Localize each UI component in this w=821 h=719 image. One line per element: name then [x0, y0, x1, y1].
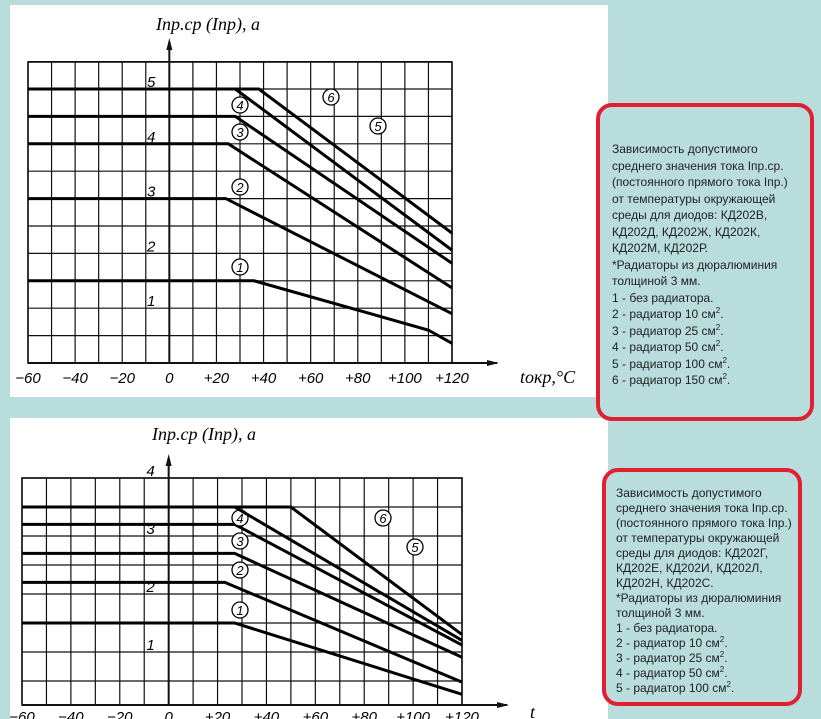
series-label-3: 3 [236, 125, 244, 140]
y-tick-label: 1 [146, 637, 154, 654]
series-line-6 [22, 505, 463, 636]
series-line-3 [22, 551, 463, 659]
series-marker-5 [406, 538, 424, 556]
y-axis-arrow [166, 38, 173, 50]
x-axis-arrow [497, 702, 509, 708]
x-tick-label: 0 [165, 370, 174, 387]
y-tick-label: 4 [147, 129, 155, 146]
note-line: 1 - без радиатора. [612, 290, 714, 305]
x-tick-label: +20 [204, 370, 230, 387]
note-line: 1 - без радиатора. [616, 621, 718, 635]
note-line: 2 - радиатор 10 см2. [616, 635, 728, 651]
y-axis-arrow [165, 454, 172, 466]
x-axis-label: tокр,°C [520, 367, 576, 387]
x-tick-label: +100 [396, 709, 430, 719]
x-tick-label: −60 [9, 709, 35, 719]
series-marker-4 [231, 96, 249, 114]
series-line-1 [22, 621, 463, 696]
legend-note-top: Зависимость допустимого среднего значени… [596, 103, 814, 421]
x-tick-label: +80 [351, 709, 377, 719]
series-label-2: 2 [235, 563, 244, 578]
x-axis-arrow [487, 360, 499, 366]
y-tick-label: 1 [147, 293, 155, 310]
note-line: 4 - радиатор 50 см2. [612, 339, 724, 355]
note-line: 3 - радиатор 25 см2. [616, 650, 728, 666]
series-label-4: 4 [236, 98, 243, 113]
y-axis-label: Iпр.ср (Iпр), а [151, 424, 256, 445]
y-tick-label: 2 [146, 238, 156, 255]
note-line: 2 - радиатор 10 см2. [612, 306, 724, 322]
series-line-4 [28, 114, 453, 265]
series-marker-2 [231, 178, 249, 196]
series-label-2: 2 [235, 180, 244, 195]
series-line-6 [28, 87, 453, 235]
legend-note-bottom: Зависимость допустимого среднего значени… [602, 468, 802, 706]
y-tick-label: 5 [147, 74, 156, 91]
series-label-6: 6 [327, 90, 335, 105]
note-line: 4 - радиатор 50 см2. [616, 665, 728, 681]
x-tick-label: 0 [164, 709, 173, 719]
series-marker-1 [231, 258, 249, 276]
series-label-5: 5 [374, 119, 382, 134]
x-tick-label: +40 [251, 370, 277, 387]
note-line: Зависимость допустимого среднего значени… [616, 486, 796, 590]
series-marker-3 [231, 532, 249, 550]
series-marker-1 [231, 601, 249, 619]
series-line-2 [28, 197, 453, 316]
y-tick-label: 3 [147, 184, 156, 201]
x-tick-label: −20 [107, 709, 133, 719]
series-marker-5 [369, 117, 387, 135]
chart-panel-bottom [10, 418, 608, 719]
note-line: Зависимость допустимого среднего значени… [612, 142, 792, 255]
x-tick-label: +40 [254, 709, 280, 719]
note-line: 5 - радиатор 100 см2. [616, 680, 735, 696]
y-tick-label: 2 [145, 579, 155, 596]
x-tick-label: +120 [435, 370, 469, 387]
series-marker-2 [231, 561, 249, 579]
chart-panel-top [10, 5, 608, 397]
x-tick-label: +120 [445, 709, 479, 719]
x-tick-label: +100 [388, 370, 422, 387]
note-line: 6 - радиатор 150 см2. [612, 372, 731, 388]
y-axis-label: Iпр.ср (Iпр), а [155, 14, 260, 35]
note-line: *Радиаторы из дюралюминия толщиной 3 мм. [612, 257, 781, 289]
x-tick-label: −40 [58, 709, 84, 719]
series-line-3 [28, 142, 453, 290]
series-label-5: 5 [411, 540, 419, 555]
x-tick-label: −20 [109, 370, 135, 387]
series-label-4: 4 [236, 511, 243, 526]
note-line: 5 - радиатор 100 см2. [612, 355, 731, 371]
note-line: 3 - радиатор 25 см2. [612, 322, 724, 338]
x-tick-label: −60 [15, 370, 41, 387]
series-label-1: 1 [236, 603, 243, 618]
series-marker-6 [322, 88, 340, 106]
series-label-3: 3 [236, 534, 244, 549]
series-line-2 [22, 580, 463, 684]
y-tick-label: 3 [146, 521, 155, 538]
series-line-1 [28, 279, 453, 345]
note-line: *Радиаторы из дюралюминия толщиной 3 мм. [616, 591, 785, 620]
x-tick-label: +60 [303, 709, 329, 719]
y-tick-label: 4 [146, 463, 154, 480]
series-label-1: 1 [236, 260, 243, 275]
x-tick-label: −40 [62, 370, 88, 387]
series-marker-3 [231, 123, 249, 141]
x-tick-label: +80 [345, 370, 371, 387]
x-tick-label: +60 [298, 370, 324, 387]
series-label-6: 6 [379, 511, 387, 526]
series-marker-6 [374, 509, 392, 527]
x-tick-label: +20 [205, 709, 231, 719]
x-axis-label: t [530, 702, 536, 719]
